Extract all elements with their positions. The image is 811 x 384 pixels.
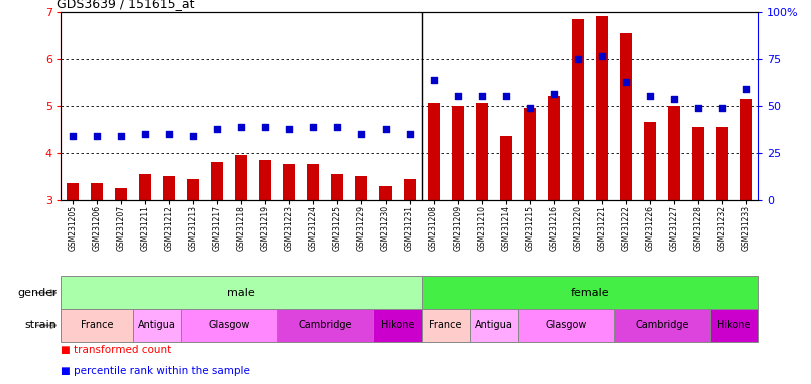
Bar (548, 96, 560, 200)
Bar (476, 103, 487, 200)
Bar (710, 309, 758, 342)
Text: Hikone: Hikone (718, 320, 751, 331)
Text: Glasgow: Glasgow (208, 320, 250, 331)
Text: Hikone: Hikone (381, 320, 414, 331)
Point (259, 124, 272, 130)
Text: Antigua: Antigua (474, 320, 513, 331)
Point (451, 93, 464, 99)
Bar (404, 179, 415, 200)
Text: female: female (571, 288, 609, 298)
Bar (211, 162, 223, 200)
Bar (596, 16, 608, 200)
Bar (517, 309, 614, 342)
Bar (61, 276, 422, 309)
Text: Antigua: Antigua (138, 320, 176, 331)
Bar (235, 155, 247, 200)
Bar (139, 174, 151, 200)
Text: male: male (227, 288, 255, 298)
Bar (307, 164, 320, 200)
Point (403, 131, 416, 137)
Bar (692, 127, 704, 200)
Text: France: France (80, 320, 114, 331)
Bar (524, 108, 536, 200)
Point (307, 124, 320, 130)
Bar (740, 99, 753, 200)
Point (475, 93, 488, 99)
Bar (572, 18, 584, 200)
Text: GDS3639 / 151615_at: GDS3639 / 151615_at (58, 0, 195, 10)
Point (595, 53, 608, 59)
Bar (91, 183, 103, 200)
Point (547, 91, 560, 97)
Text: ■ percentile rank within the sample: ■ percentile rank within the sample (61, 366, 250, 376)
Point (162, 131, 175, 137)
Bar (374, 309, 422, 342)
Point (572, 55, 585, 61)
Point (692, 105, 705, 111)
Bar (181, 309, 277, 342)
Text: ■ transformed count: ■ transformed count (61, 345, 171, 355)
Bar (452, 106, 464, 200)
Point (331, 124, 344, 130)
Bar (470, 309, 517, 342)
Bar (427, 103, 440, 200)
Text: France: France (429, 320, 462, 331)
Point (667, 96, 680, 102)
Point (234, 124, 247, 130)
Bar (283, 164, 295, 200)
Bar (67, 183, 79, 200)
Bar (380, 185, 392, 200)
Bar (620, 33, 632, 200)
Bar (500, 136, 512, 200)
Text: strain: strain (25, 320, 57, 331)
Point (500, 93, 513, 99)
Point (620, 79, 633, 85)
Bar (668, 106, 680, 200)
Point (67, 133, 79, 139)
Bar (115, 188, 127, 200)
Text: Cambridge: Cambridge (298, 320, 352, 331)
Point (211, 126, 224, 132)
Bar (133, 309, 181, 342)
Point (187, 133, 200, 139)
Point (740, 86, 753, 92)
Bar (277, 309, 374, 342)
Bar (332, 174, 343, 200)
Point (283, 126, 296, 132)
Text: gender: gender (17, 288, 57, 298)
Point (379, 126, 392, 132)
Text: Cambridge: Cambridge (635, 320, 689, 331)
Point (355, 131, 368, 137)
Bar (355, 176, 367, 200)
Point (90, 133, 103, 139)
Bar (716, 127, 728, 200)
Bar (163, 176, 175, 200)
Bar (61, 309, 133, 342)
Point (523, 105, 536, 111)
Point (114, 133, 127, 139)
Point (644, 93, 657, 99)
Bar (644, 122, 656, 200)
Bar (260, 160, 271, 200)
Bar (614, 309, 710, 342)
Point (139, 131, 152, 137)
Bar (422, 309, 470, 342)
Point (427, 77, 440, 83)
Bar (422, 276, 758, 309)
Point (716, 105, 729, 111)
Bar (187, 179, 200, 200)
Text: Glasgow: Glasgow (545, 320, 586, 331)
